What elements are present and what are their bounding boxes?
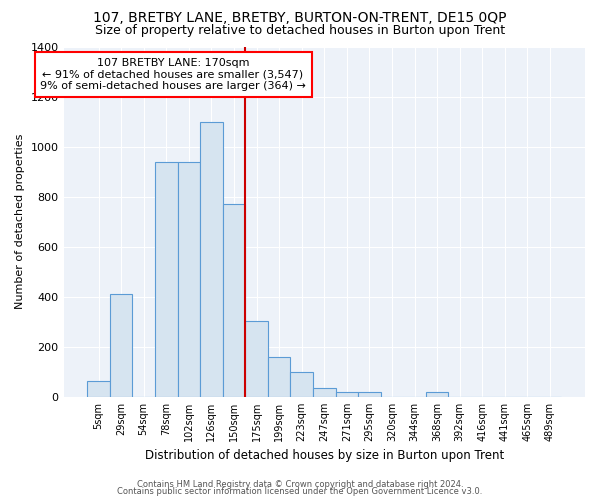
Bar (178, 162, 200, 397)
Text: Contains public sector information licensed under the Open Government Licence v3: Contains public sector information licen… (118, 487, 482, 496)
Bar (223, 204, 245, 397)
Text: Size of property relative to detached houses in Burton upon Trent: Size of property relative to detached ho… (95, 24, 505, 37)
Bar (155, 162, 178, 397)
Bar (245, 320, 268, 397)
Text: 107 BRETBY LANE: 170sqm
← 91% of detached houses are smaller (3,547)
9% of semi-: 107 BRETBY LANE: 170sqm ← 91% of detache… (40, 58, 306, 91)
Bar (290, 372, 313, 397)
Bar (335, 392, 358, 397)
Bar (110, 294, 133, 397)
Bar (200, 122, 223, 397)
Text: 107, BRETBY LANE, BRETBY, BURTON-ON-TRENT, DE15 0QP: 107, BRETBY LANE, BRETBY, BURTON-ON-TREN… (93, 11, 507, 25)
Y-axis label: Number of detached properties: Number of detached properties (15, 134, 25, 310)
Bar (268, 357, 290, 397)
Bar (358, 392, 381, 397)
X-axis label: Distribution of detached houses by size in Burton upon Trent: Distribution of detached houses by size … (145, 450, 504, 462)
Bar (87, 380, 110, 397)
Bar (426, 392, 448, 397)
Text: Contains HM Land Registry data © Crown copyright and database right 2024.: Contains HM Land Registry data © Crown c… (137, 480, 463, 489)
Bar (313, 388, 335, 397)
